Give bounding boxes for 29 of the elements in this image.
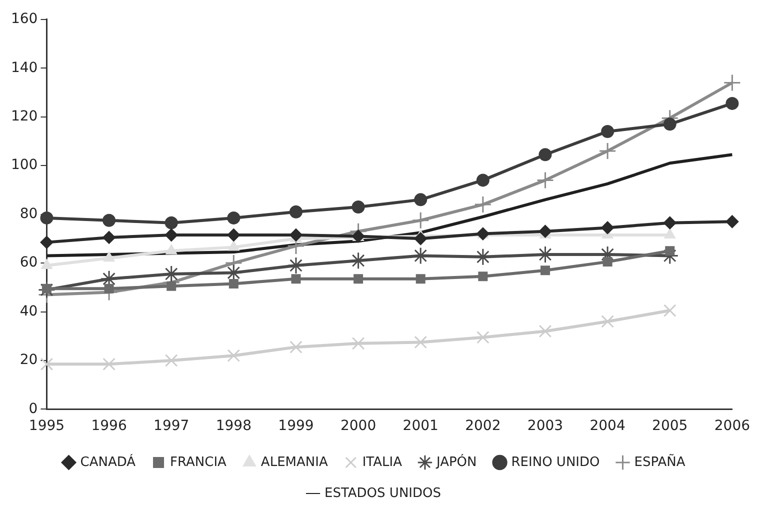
x-tick-label: 1996 [91, 418, 127, 434]
legend-label: ESTADOS UNIDOS [324, 486, 442, 501]
legend-label: ESPAÑA [634, 454, 686, 470]
y-tick-label: 0 [28, 400, 38, 417]
y-tick-label: 60 [20, 254, 38, 271]
x-tick-label: 2000 [340, 418, 376, 434]
legend-label: ITALIA [362, 454, 402, 470]
x-tick-label: 2006 [714, 418, 750, 434]
x-tick-label: 2005 [652, 418, 688, 434]
x-tick-label: 1997 [154, 418, 190, 434]
legend-label: JAPÓN [435, 452, 477, 470]
x-tick-label: 1995 [28, 418, 65, 434]
x-tick-label: 2001 [402, 418, 438, 434]
legend-label: ALEMANIA [260, 454, 328, 470]
x-tick-label: 2004 [590, 418, 626, 434]
legend-label: REINO UNIDO [511, 454, 600, 470]
y-tick-label: 100 [10, 157, 38, 174]
x-tick-label: 1999 [278, 418, 314, 434]
legend-label: CANADÁ [80, 452, 136, 470]
y-tick-label: 140 [10, 60, 38, 76]
y-tick-label: 120 [10, 108, 38, 124]
x-tick-label: 1998 [216, 418, 252, 434]
y-tick-label: 20 [20, 352, 38, 368]
y-tick-label: 160 [10, 11, 38, 28]
y-tick-label: 40 [20, 303, 38, 320]
y-tick-label: 80 [20, 206, 38, 222]
legend-label: FRANCIA [170, 454, 227, 470]
x-tick-label: 2003 [527, 418, 564, 434]
x-tick-label: 2002 [465, 418, 501, 434]
